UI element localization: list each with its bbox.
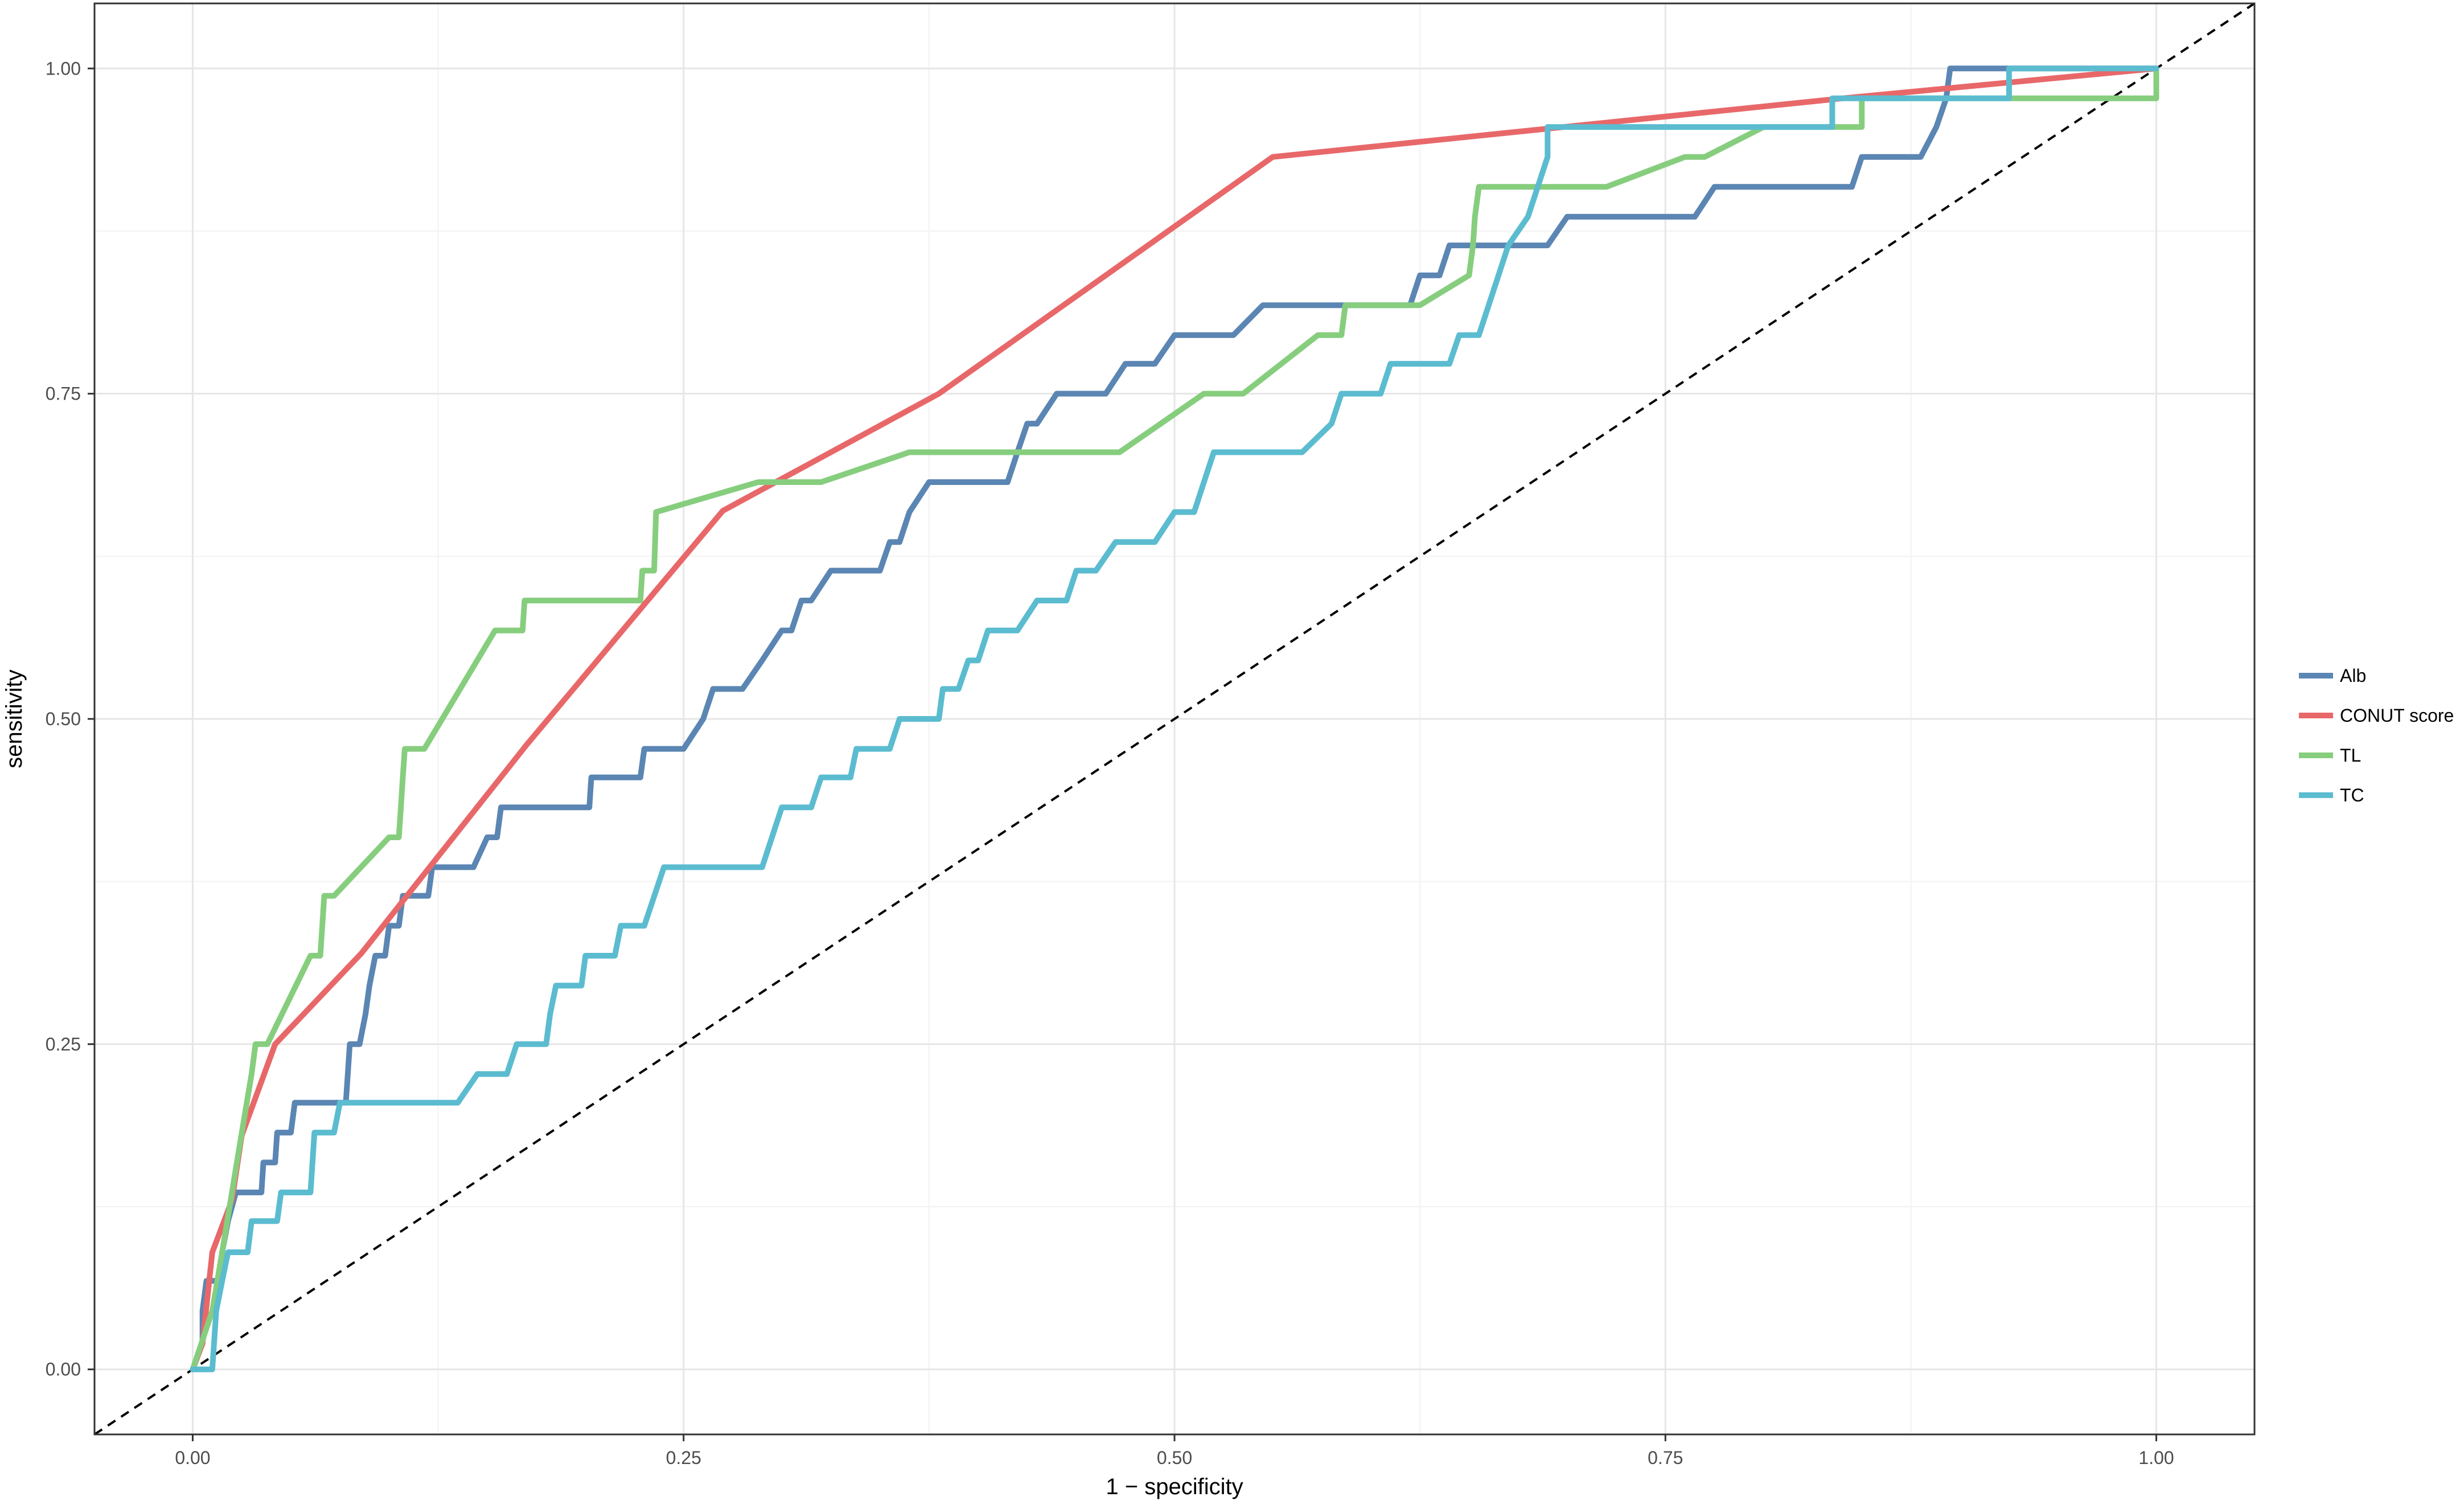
legend-label-tc: TC [2340, 785, 2364, 805]
series-line-tl [190, 65, 2159, 1372]
series-lines [190, 65, 2159, 1372]
series-line-tc [190, 65, 2159, 1372]
y-tick-label: 0.50 [46, 709, 81, 729]
x-tick-label: 0.25 [666, 1448, 701, 1468]
x-axis-title: 1 − specificity [1106, 1474, 1243, 1499]
reference-line [93, 2, 2256, 1436]
y-tick-label: 0.25 [46, 1034, 81, 1054]
series-line-alb [190, 65, 2159, 1372]
x-tick-label: 0.50 [1157, 1448, 1192, 1468]
y-tick-label: 1.00 [46, 58, 81, 79]
legend-label-tl: TL [2340, 745, 2361, 766]
reference-diagonal [93, 2, 2256, 1436]
legend-label-alb: Alb [2340, 665, 2366, 686]
y-axis-title: sensitivity [2, 669, 27, 768]
y-tick-label: 0.75 [46, 384, 81, 404]
series-line-conut-score [190, 65, 2159, 1372]
y-tick-label: 0.00 [46, 1359, 81, 1380]
x-tick-label: 0.00 [175, 1448, 210, 1468]
grid [95, 3, 2254, 1434]
axis-ticks: 0.00 0.25 0.50 0.75 1.00 0.00 0.25 0.50 0.75 1.00 [46, 58, 2174, 1468]
x-tick-label: 1.00 [2138, 1448, 2174, 1468]
legend-label-conut-score: CONUT score [2340, 705, 2454, 726]
x-tick-label: 0.75 [1648, 1448, 1683, 1468]
legend: Alb CONUT score TL TC [2299, 665, 2454, 805]
